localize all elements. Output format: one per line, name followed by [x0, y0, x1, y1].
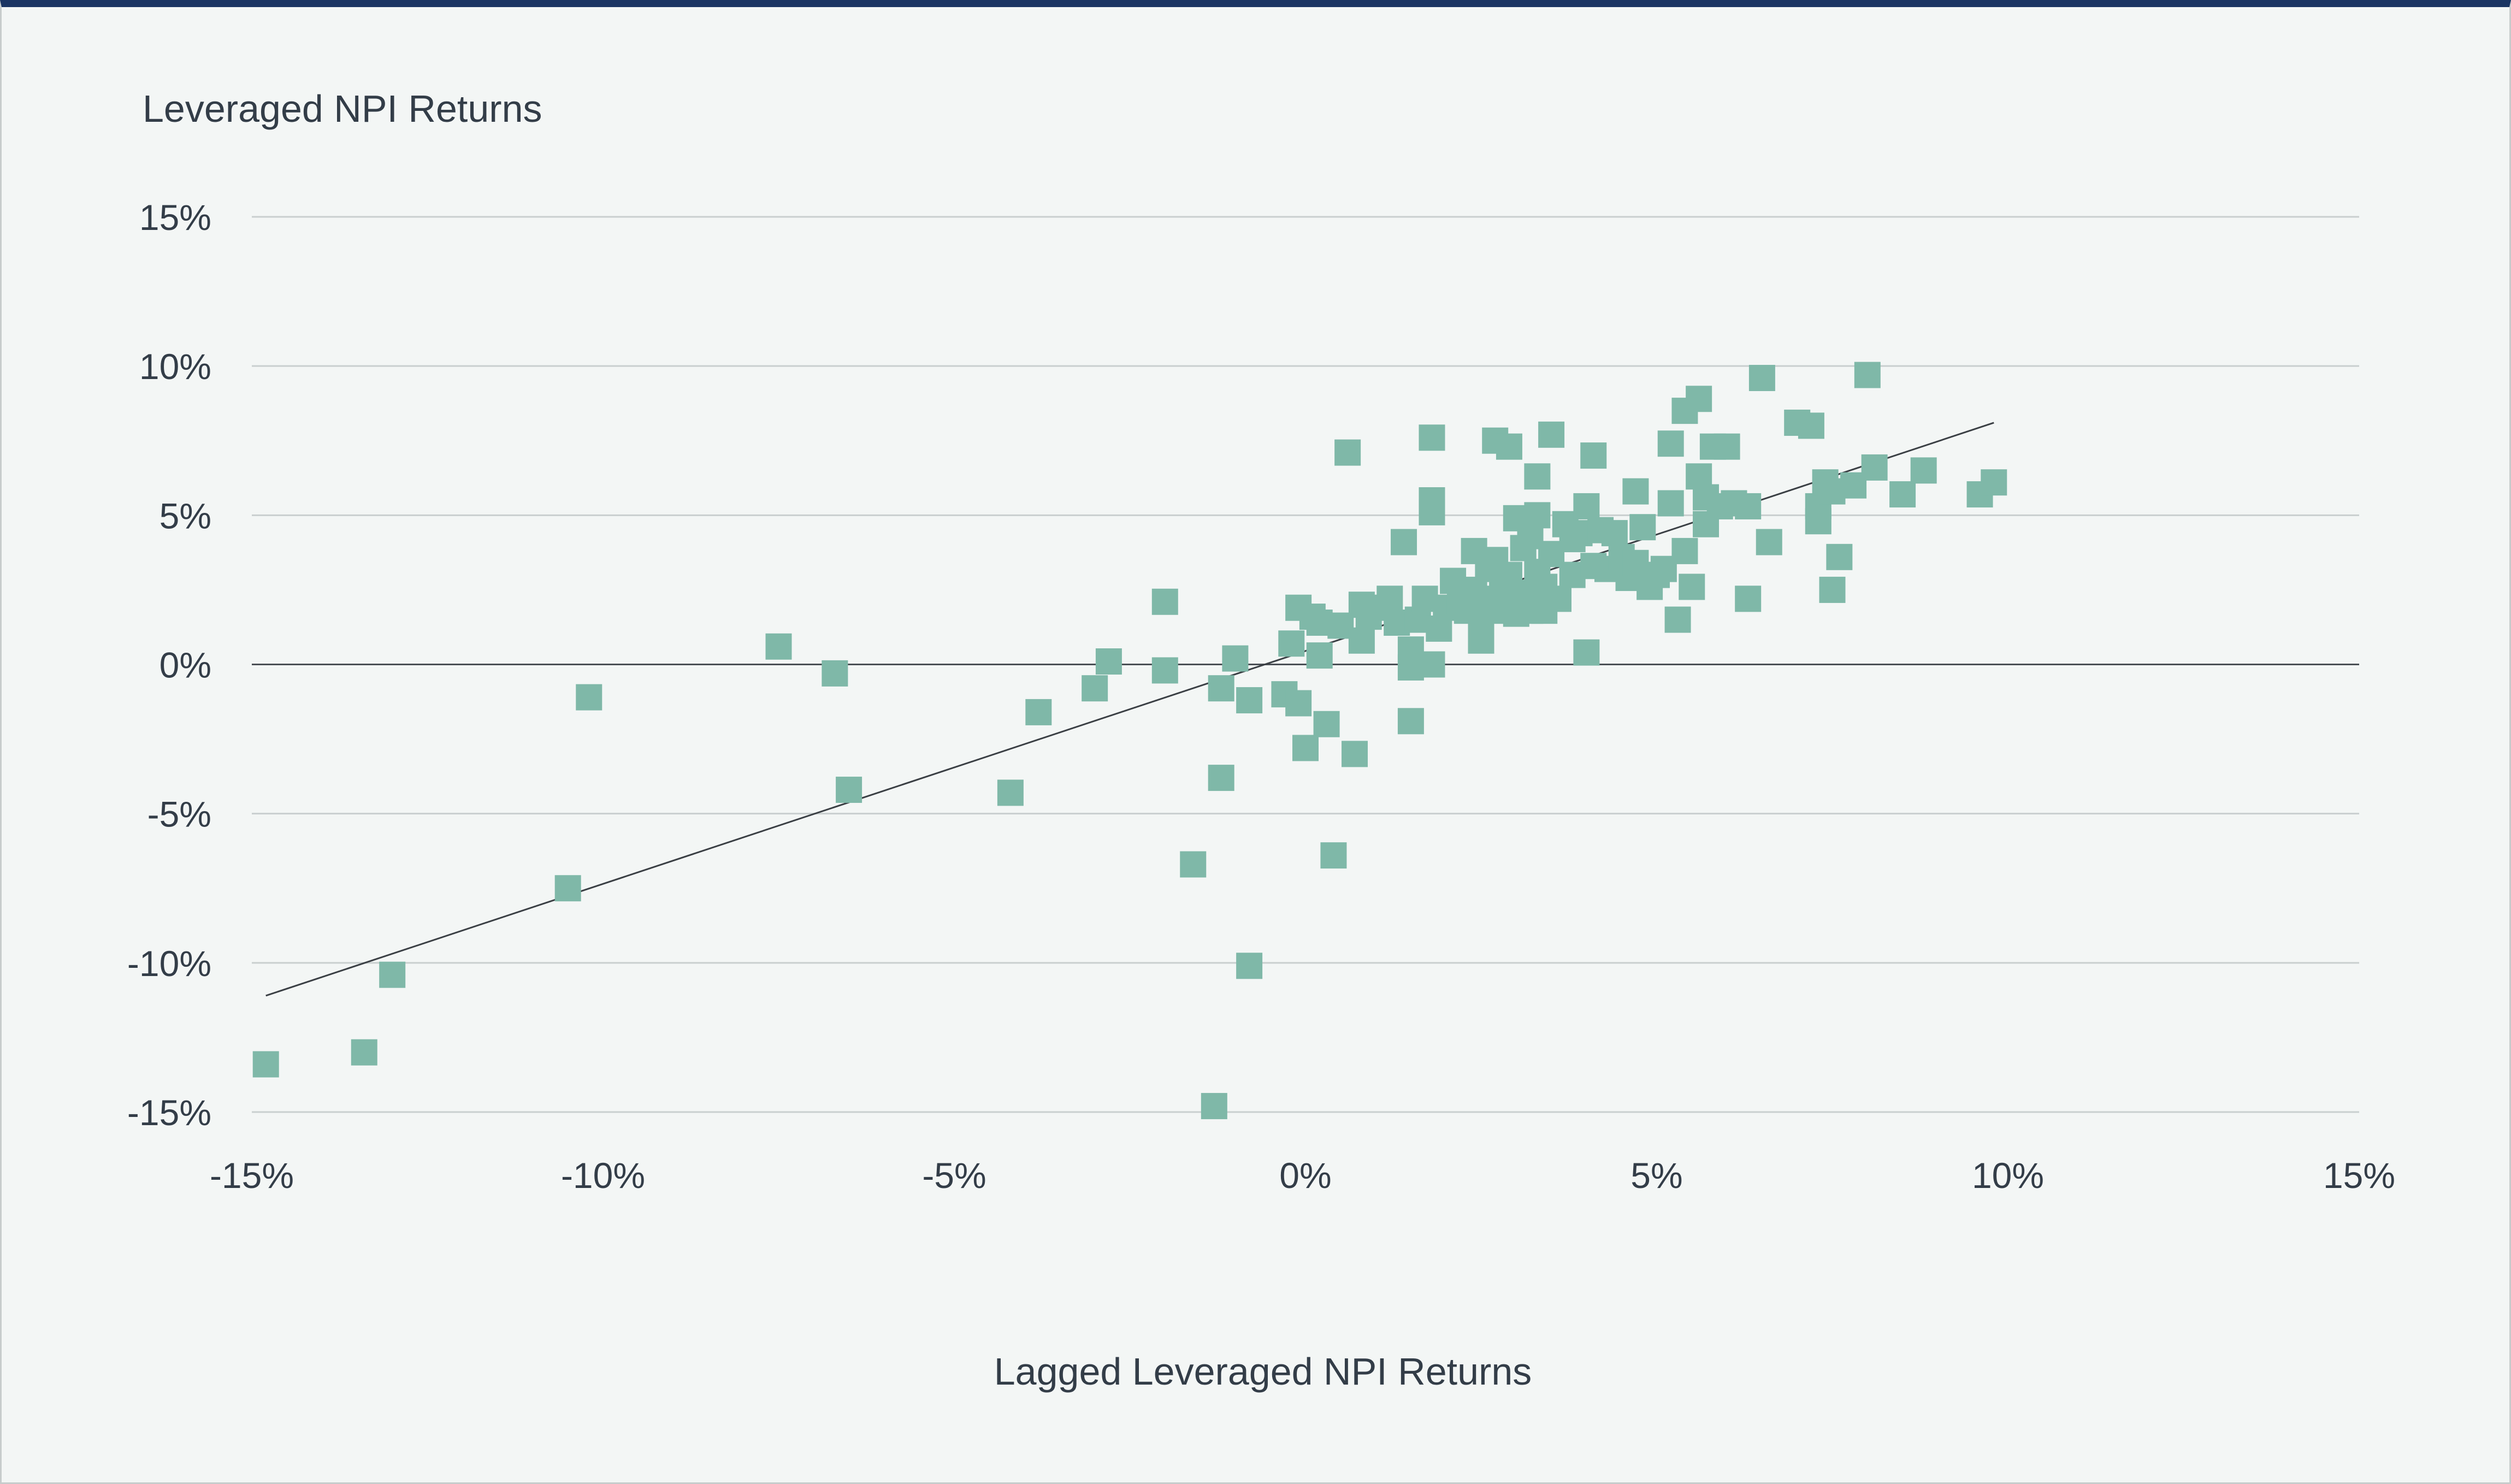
data-point	[1208, 675, 1234, 702]
data-point	[1889, 481, 1916, 508]
x-tick-label: 15%	[2323, 1155, 2395, 1196]
data-point	[1180, 851, 1207, 878]
data-point	[1545, 586, 1571, 612]
data-point	[1573, 639, 1600, 666]
data-point	[1348, 627, 1375, 654]
data-point	[1629, 514, 1656, 541]
data-point	[1313, 711, 1340, 737]
data-point	[1657, 490, 1684, 517]
data-point	[836, 776, 862, 803]
data-point	[765, 633, 792, 660]
data-point	[1320, 842, 1347, 869]
data-point	[1025, 699, 1052, 725]
data-points	[252, 362, 2007, 1120]
data-point	[1236, 953, 1263, 979]
data-point	[554, 875, 581, 902]
scatter-chart: -15% -10% -5% 0% 5% 10% 15% -15% -10% -5% 0% 5% 10%…	[127, 87, 2395, 1393]
data-point	[1151, 588, 1178, 615]
data-point	[1292, 735, 1319, 761]
data-point	[1854, 362, 1881, 388]
data-point	[1657, 430, 1684, 457]
data-point	[1580, 442, 1607, 469]
data-point	[1910, 457, 1937, 484]
data-point	[351, 1039, 377, 1066]
x-axis-ticks: -15% -10% -5% 0% 5% 10% 15%	[210, 1155, 2395, 1196]
x-tick-label: 0%	[1279, 1155, 1331, 1196]
data-point	[1664, 606, 1691, 633]
data-point	[1342, 741, 1368, 767]
data-point	[1622, 478, 1649, 505]
data-point	[1756, 529, 1782, 555]
data-point	[1735, 586, 1762, 612]
data-point	[1601, 520, 1628, 547]
data-point	[1538, 421, 1565, 448]
data-point	[1496, 433, 1522, 460]
data-point	[1208, 765, 1234, 791]
data-point	[1981, 469, 2007, 496]
y-tick-label: -15%	[127, 1092, 211, 1133]
data-point	[1735, 493, 1762, 519]
data-point	[1798, 412, 1824, 439]
data-point	[997, 779, 1024, 806]
data-point	[1714, 433, 1740, 460]
data-point	[1334, 439, 1361, 466]
data-point	[1278, 630, 1305, 657]
data-point	[1082, 675, 1108, 702]
data-point	[1376, 586, 1403, 612]
data-point	[1573, 493, 1600, 519]
data-point	[1671, 537, 1698, 564]
gridlines	[252, 216, 2359, 1113]
data-point	[1419, 651, 1445, 678]
data-point	[1306, 642, 1333, 669]
data-point	[252, 1051, 279, 1078]
x-tick-label: 10%	[1972, 1155, 2044, 1196]
y-axis-title: Leveraged NPI Returns	[143, 87, 542, 130]
data-point	[1419, 499, 1445, 525]
x-tick-label: -10%	[561, 1155, 645, 1196]
data-point	[1222, 645, 1249, 672]
data-point	[1686, 386, 1712, 412]
x-tick-label: 5%	[1630, 1155, 1682, 1196]
y-tick-label: 15%	[139, 197, 211, 238]
data-point	[1826, 543, 1853, 570]
x-tick-label: -15%	[210, 1155, 294, 1196]
y-tick-label: 0%	[159, 645, 211, 685]
data-point	[1679, 574, 1705, 600]
data-point	[1524, 502, 1551, 529]
y-tick-label: -10%	[127, 943, 211, 984]
x-tick-label: -5%	[922, 1155, 986, 1196]
data-point	[1285, 690, 1312, 717]
y-axis-ticks: -15% -10% -5% 0% 5% 10% 15%	[127, 197, 211, 1133]
y-tick-label: -5%	[147, 794, 211, 835]
data-point	[1819, 576, 1846, 603]
x-axis-title: Lagged Leveraged NPI Returns	[994, 1350, 1532, 1393]
data-point	[822, 660, 848, 687]
data-point	[1748, 365, 1775, 392]
data-point	[1524, 463, 1551, 490]
data-point	[1201, 1093, 1227, 1120]
data-point	[1391, 529, 1417, 555]
data-point	[1151, 657, 1178, 684]
data-point	[1095, 648, 1122, 675]
data-point	[576, 684, 602, 711]
y-tick-label: 5%	[159, 495, 211, 536]
data-point	[1236, 687, 1263, 714]
y-tick-label: 10%	[139, 346, 211, 387]
data-point	[1861, 454, 1888, 481]
data-point	[379, 961, 406, 988]
data-point	[1419, 424, 1445, 451]
data-point	[1397, 708, 1424, 735]
